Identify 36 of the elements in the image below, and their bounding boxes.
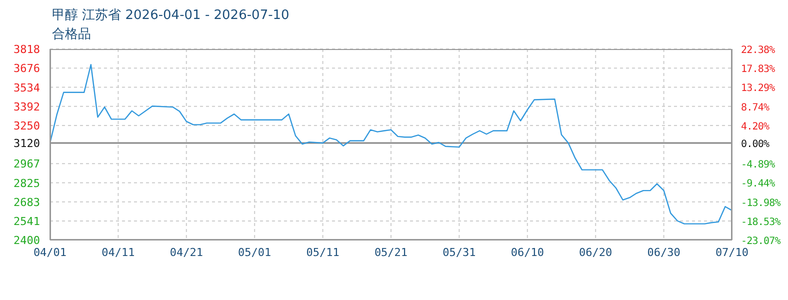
x-tick-label: 06/10 <box>510 246 544 259</box>
y-tick-label: 3534 <box>14 81 40 94</box>
x-tick-label: 06/20 <box>579 246 612 259</box>
chart-subtitle: 合格品 <box>52 26 91 43</box>
y-tick-label: 3392 <box>14 100 40 114</box>
y-tick-label: 3250 <box>14 120 40 133</box>
y2-tick-label: -13.98% <box>741 198 781 209</box>
y-tick-label: 3676 <box>14 62 40 76</box>
y-tick-label: 2400 <box>14 234 40 247</box>
line-series <box>50 64 732 224</box>
x-tick-label: 05/11 <box>306 246 340 259</box>
y2-tick-label: 4.20% <box>741 121 770 132</box>
y2-tick-label: 22.38% <box>741 45 776 56</box>
y-tick-label: 3120 <box>14 137 40 150</box>
x-tick-label: 04/11 <box>102 246 135 259</box>
y2-tick-label: -4.89% <box>741 160 776 171</box>
x-tick-label: 05/01 <box>238 246 272 259</box>
x-tick-label: 04/01 <box>33 246 67 259</box>
y2-tick-label: 17.83% <box>741 64 776 76</box>
y-tick-label: 2683 <box>14 196 40 209</box>
y2-tick-label: 13.29% <box>741 83 776 94</box>
x-tick-label: 06/30 <box>647 246 680 259</box>
y-tick-label: 3818 <box>14 43 40 56</box>
y2-tick-label: 8.74% <box>741 102 770 114</box>
y2-tick-label: -23.07% <box>741 236 781 247</box>
y-tick-label: 2967 <box>14 158 40 171</box>
chart-title: 甲醇 江苏省 2026-04-01 - 2026-07-10 <box>52 7 290 24</box>
y2-tick-label: -9.44% <box>741 178 776 190</box>
x-tick-label: 05/21 <box>374 246 408 259</box>
x-tick-label: 07/10 <box>715 246 749 259</box>
y-tick-label: 2825 <box>14 176 40 190</box>
y2-tick-label: 0.00% <box>741 139 770 150</box>
y2-tick-label: -18.53% <box>741 216 781 228</box>
x-tick-label: 05/31 <box>442 246 476 259</box>
x-tick-label: 04/21 <box>170 246 203 259</box>
y-tick-label: 2541 <box>14 215 40 228</box>
